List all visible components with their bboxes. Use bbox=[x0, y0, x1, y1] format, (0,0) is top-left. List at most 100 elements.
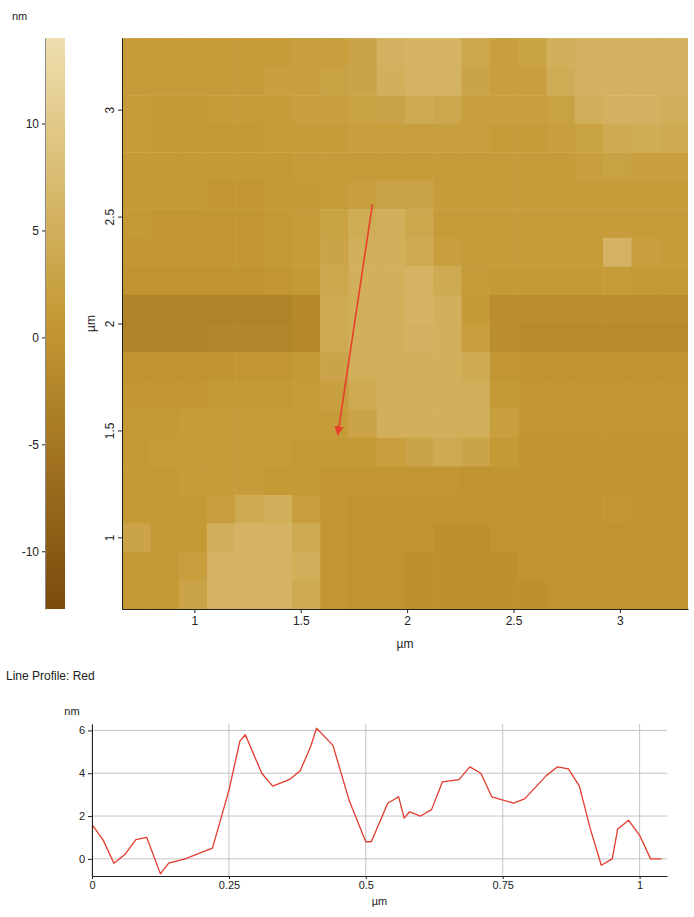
heatmap-cell bbox=[292, 67, 321, 96]
heatmap-cell bbox=[320, 238, 349, 267]
x-tick: 3 bbox=[617, 609, 624, 628]
heatmap-cell bbox=[660, 181, 688, 210]
heatmap-cell bbox=[207, 95, 236, 124]
heatmap-cell bbox=[235, 295, 264, 324]
heatmap-cell bbox=[264, 552, 293, 581]
heatmap-cell bbox=[631, 181, 660, 210]
heatmap-cell bbox=[433, 523, 462, 552]
heatmap-cell bbox=[122, 495, 151, 524]
heatmap-cell bbox=[122, 438, 151, 467]
heatmap-cell bbox=[122, 181, 151, 210]
heatmap-cell bbox=[264, 38, 293, 67]
heatmap-cell bbox=[405, 466, 434, 495]
profile-x-tick: 0 bbox=[89, 876, 95, 891]
profile-x-axis: 00.250.50.751 bbox=[89, 876, 667, 891]
heatmap-cell bbox=[292, 181, 321, 210]
heatmap-cell bbox=[150, 267, 179, 296]
heatmap-cell bbox=[264, 580, 293, 609]
heatmap-cell bbox=[660, 38, 688, 67]
profile-x-title: µm bbox=[372, 895, 388, 907]
heatmap-cell bbox=[377, 209, 406, 238]
heatmap-cell bbox=[320, 523, 349, 552]
heatmap-cell bbox=[547, 209, 576, 238]
heatmap-cell bbox=[405, 552, 434, 581]
colorbar-tick-label: 10 bbox=[26, 117, 40, 131]
heatmap-cell bbox=[150, 124, 179, 153]
heatmap-cell bbox=[264, 267, 293, 296]
heatmap-cell bbox=[518, 238, 547, 267]
heatmap-cell bbox=[660, 238, 688, 267]
heatmap-cell bbox=[150, 67, 179, 96]
grid bbox=[92, 724, 667, 876]
colorbar-tick-mark bbox=[42, 444, 45, 445]
heatmap-cell bbox=[660, 552, 688, 581]
heatmap-cell bbox=[122, 67, 151, 96]
heatmap-cell bbox=[490, 295, 519, 324]
heatmap-cell bbox=[518, 552, 547, 581]
profile-x-tick: 0.5 bbox=[359, 876, 374, 891]
heatmap-cell bbox=[377, 381, 406, 410]
heatmap-cell bbox=[518, 295, 547, 324]
heatmap-cell bbox=[433, 466, 462, 495]
heatmap-cell bbox=[405, 181, 434, 210]
profile-x-tick: 0.25 bbox=[219, 876, 240, 891]
colorbar-tick-mark bbox=[42, 551, 45, 552]
heatmap-cell bbox=[179, 381, 208, 410]
heatmap-cell bbox=[320, 466, 349, 495]
heatmap-cell bbox=[377, 466, 406, 495]
heatmap-cell bbox=[292, 352, 321, 381]
heatmap-cell bbox=[264, 466, 293, 495]
heatmap-cell bbox=[462, 352, 491, 381]
heatmap-cell bbox=[490, 523, 519, 552]
heatmap-cell bbox=[235, 523, 264, 552]
heatmap-cell bbox=[547, 495, 576, 524]
heatmap-cell bbox=[405, 124, 434, 153]
heatmap-cell bbox=[264, 352, 293, 381]
heatmap-cell bbox=[348, 238, 377, 267]
heatmap-cell bbox=[433, 324, 462, 353]
heatmap-cell bbox=[433, 352, 462, 381]
heatmap-cell bbox=[377, 295, 406, 324]
heatmap-cell bbox=[547, 324, 576, 353]
heatmap-cell bbox=[207, 38, 236, 67]
profile-y-axis: 0246 bbox=[79, 724, 93, 876]
grid-line-y bbox=[92, 816, 667, 817]
grid-line-x bbox=[365, 724, 366, 876]
heatmap-cell bbox=[320, 95, 349, 124]
profile-x-tick: 1 bbox=[637, 876, 643, 891]
heatmap-cell bbox=[320, 152, 349, 181]
heatmap-cell bbox=[207, 238, 236, 267]
heatmap-cell bbox=[292, 267, 321, 296]
profile-y-tick-mark bbox=[88, 859, 92, 860]
profile-y-tick-mark bbox=[88, 730, 92, 731]
x-tick: 2.5 bbox=[506, 609, 523, 628]
heatmap-cell bbox=[150, 352, 179, 381]
heatmap-cell bbox=[575, 295, 604, 324]
heatmap-cell bbox=[264, 438, 293, 467]
heatmap-cell bbox=[264, 324, 293, 353]
heatmap-cell bbox=[462, 152, 491, 181]
heatmap-cell bbox=[264, 95, 293, 124]
heatmap-cell bbox=[348, 95, 377, 124]
heatmap-cell bbox=[264, 495, 293, 524]
heatmap-cell bbox=[462, 124, 491, 153]
heatmap-cell bbox=[518, 466, 547, 495]
heatmap-cell bbox=[292, 95, 321, 124]
heatmap-cell bbox=[348, 580, 377, 609]
profile-x-tick-label: 1 bbox=[637, 879, 643, 891]
grid-line-y bbox=[92, 773, 667, 774]
heatmap-cell bbox=[264, 209, 293, 238]
heatmap-cell bbox=[603, 124, 632, 153]
y-tick-mark bbox=[118, 110, 122, 111]
heatmap-cell bbox=[235, 181, 264, 210]
heatmap-cell bbox=[179, 552, 208, 581]
heatmap-cell bbox=[547, 295, 576, 324]
heatmap-cell bbox=[179, 495, 208, 524]
heatmap-cell bbox=[150, 523, 179, 552]
y-axis-line bbox=[122, 39, 123, 610]
heatmap-cell bbox=[207, 466, 236, 495]
heatmap-cell bbox=[179, 95, 208, 124]
heatmap-cell bbox=[518, 324, 547, 353]
colorbar-tick-mark bbox=[42, 337, 45, 338]
heatmap-cell bbox=[405, 438, 434, 467]
